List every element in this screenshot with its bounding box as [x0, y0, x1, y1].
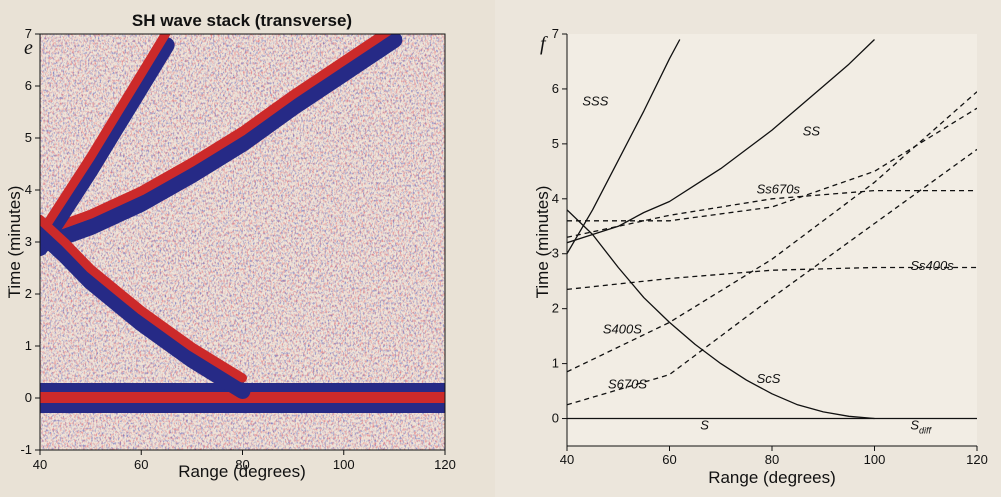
- heatmap-band-ss-red: [40, 34, 393, 237]
- series-ss670s-line: [567, 189, 977, 238]
- heatmap-y-ticks: -1 0 1 2 3 4 5 6 7: [20, 26, 40, 457]
- line-x-tick-label: 100: [864, 452, 886, 467]
- heatmap-band-scs-red: [40, 214, 247, 383]
- heatmap-x-tick-label: 100: [333, 457, 355, 472]
- heatmap-y-tick-label: 5: [25, 130, 32, 145]
- heatmap-y-tick-label: 3: [25, 234, 32, 249]
- line-x-ticks: 40 60 80 100 120: [560, 446, 988, 467]
- panel-e: e SH wave stack (transverse) 40 60 80 100 12…: [5, 11, 456, 481]
- series-s400s-line: [567, 91, 977, 373]
- heatmap-x-ticks: 40 60 80 100 120: [33, 450, 456, 472]
- series-scs-line: [567, 209, 875, 420]
- phase-label-sss: SSS: [582, 93, 608, 108]
- series-ss-line: [567, 39, 875, 244]
- phase-label-s670s: S670S: [608, 376, 647, 391]
- line-x-tick-label: 80: [765, 452, 779, 467]
- heatmap-y-tick-label: 1: [25, 338, 32, 353]
- heatmap-y-tick-label: -1: [20, 442, 32, 457]
- line-y-tick-label: 7: [552, 26, 559, 41]
- phase-label-ss670s: Ss670s: [757, 181, 801, 196]
- heatmap-plot-area: [40, 34, 445, 450]
- heatmap-y-tick-label: 6: [25, 78, 32, 93]
- line-y-tick-label: 1: [552, 356, 559, 371]
- phase-label-ss400s: Ss400s: [910, 258, 954, 273]
- heatmap-band-scs-blue: [40, 224, 251, 399]
- line-y-ticks: 0 1 2 3 4 5 6 7: [552, 26, 567, 426]
- heatmap-title: SH wave stack (transverse): [132, 11, 352, 30]
- heatmap-band-s-blue-lower: [40, 403, 445, 413]
- heatmap-x-tick-label: 60: [134, 457, 148, 472]
- line-x-tick-label: 120: [966, 452, 988, 467]
- phase-label-scs: ScS: [757, 371, 781, 386]
- line-x-label: Range (degrees): [708, 468, 836, 487]
- panel-label-f: f: [540, 33, 548, 55]
- heatmap-y-tick-label: 0: [25, 390, 32, 405]
- line-x-tick-label: 60: [662, 452, 676, 467]
- series-sss670s-line: [567, 107, 977, 222]
- line-y-tick-label: 3: [552, 246, 559, 261]
- phase-label-ss: SS: [803, 124, 821, 139]
- line-y-tick-label: 4: [552, 191, 559, 206]
- series-ss400s-line: [567, 266, 977, 291]
- series-sss-line: [567, 39, 681, 255]
- heatmap-bands: [40, 34, 445, 413]
- heatmap-x-tick-label: 120: [434, 457, 456, 472]
- phase-label-s: S: [700, 418, 709, 433]
- heatmap-band-sss-blue: [40, 37, 175, 256]
- line-y-tick-label: 2: [552, 301, 559, 316]
- heatmap-y-tick-label: 7: [25, 26, 32, 41]
- line-y-tick-label: 5: [552, 136, 559, 151]
- heatmap-x-label: Range (degrees): [178, 462, 306, 481]
- heatmap-band-sss-red: [40, 34, 171, 240]
- heatmap-y-tick-label: 2: [25, 286, 32, 301]
- heatmap-x-tick-label: 80: [235, 457, 249, 472]
- line-x-tick-label: 40: [560, 452, 574, 467]
- heatmap-band-ss-blue: [40, 34, 403, 254]
- line-series: [567, 39, 977, 420]
- phase-label-s400s: S400S: [603, 321, 642, 336]
- heatmap-x-tick-label: 40: [33, 457, 47, 472]
- panel-label-e: e: [24, 37, 33, 59]
- heatmap-y-tick-label: 4: [25, 182, 32, 197]
- series-s670s-line: [567, 148, 977, 406]
- heatmap-y-label: Time (minutes): [5, 186, 24, 299]
- line-y-tick-label: 0: [552, 411, 559, 426]
- line-y-tick-label: 6: [552, 81, 559, 96]
- line-plot-area: [567, 34, 977, 446]
- line-y-label: Time (minutes): [533, 186, 552, 299]
